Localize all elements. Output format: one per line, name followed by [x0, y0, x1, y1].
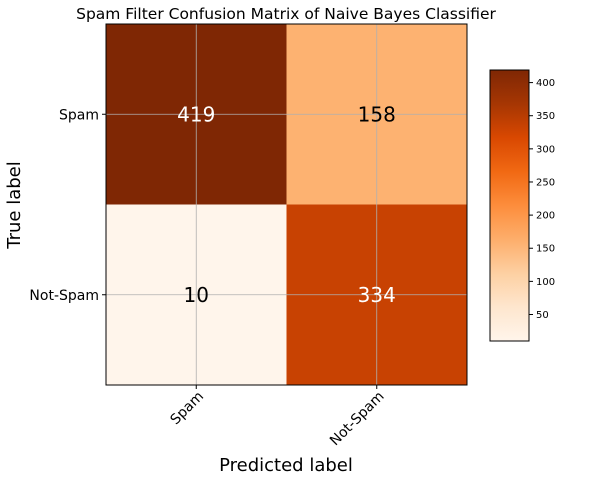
colorbar-tick-label: 400: [536, 78, 555, 89]
heatmap-cells: [106, 24, 467, 385]
x-axis-label: Predicted label: [219, 455, 353, 476]
cell-value-label: 158: [358, 102, 396, 126]
plot-frame: [105, 23, 468, 386]
colorbar-tick-label: 200: [536, 211, 555, 222]
x-tick-label: Not-Spam: [327, 389, 388, 450]
colorbar-tick-label: 150: [536, 244, 555, 255]
cell-value-labels: 419 158 10 334: [177, 102, 396, 307]
cell-value-label: 334: [358, 283, 396, 307]
y-tick-label: Not-Spam: [29, 288, 99, 304]
y-tick-label: Spam: [59, 107, 99, 123]
colorbar-tick-label: 50: [536, 310, 549, 321]
colorbar-ticks: 50 100 150 200 250 300 350 400: [529, 78, 555, 321]
chart-title: Spam Filter Confusion Matrix of Naive Ba…: [76, 5, 496, 23]
cell-value-label: 10: [184, 283, 209, 307]
colorbar-gradient: [489, 69, 530, 342]
colorbar: 50 100 150 200 250 300 350 400: [489, 69, 555, 342]
x-axis-ticks: Spam Not-Spam: [167, 385, 388, 450]
colorbar-tick-label: 250: [536, 177, 555, 188]
gridlines: [106, 24, 467, 385]
colorbar-tick-label: 300: [536, 144, 555, 155]
colorbar-tick-label: 100: [536, 277, 555, 288]
y-axis-label: True label: [4, 161, 25, 250]
x-tick-label: Spam: [167, 389, 207, 429]
colorbar-tick-label: 350: [536, 111, 555, 122]
cell-value-label: 419: [177, 102, 215, 126]
y-axis-ticks: Spam Not-Spam: [29, 107, 106, 304]
